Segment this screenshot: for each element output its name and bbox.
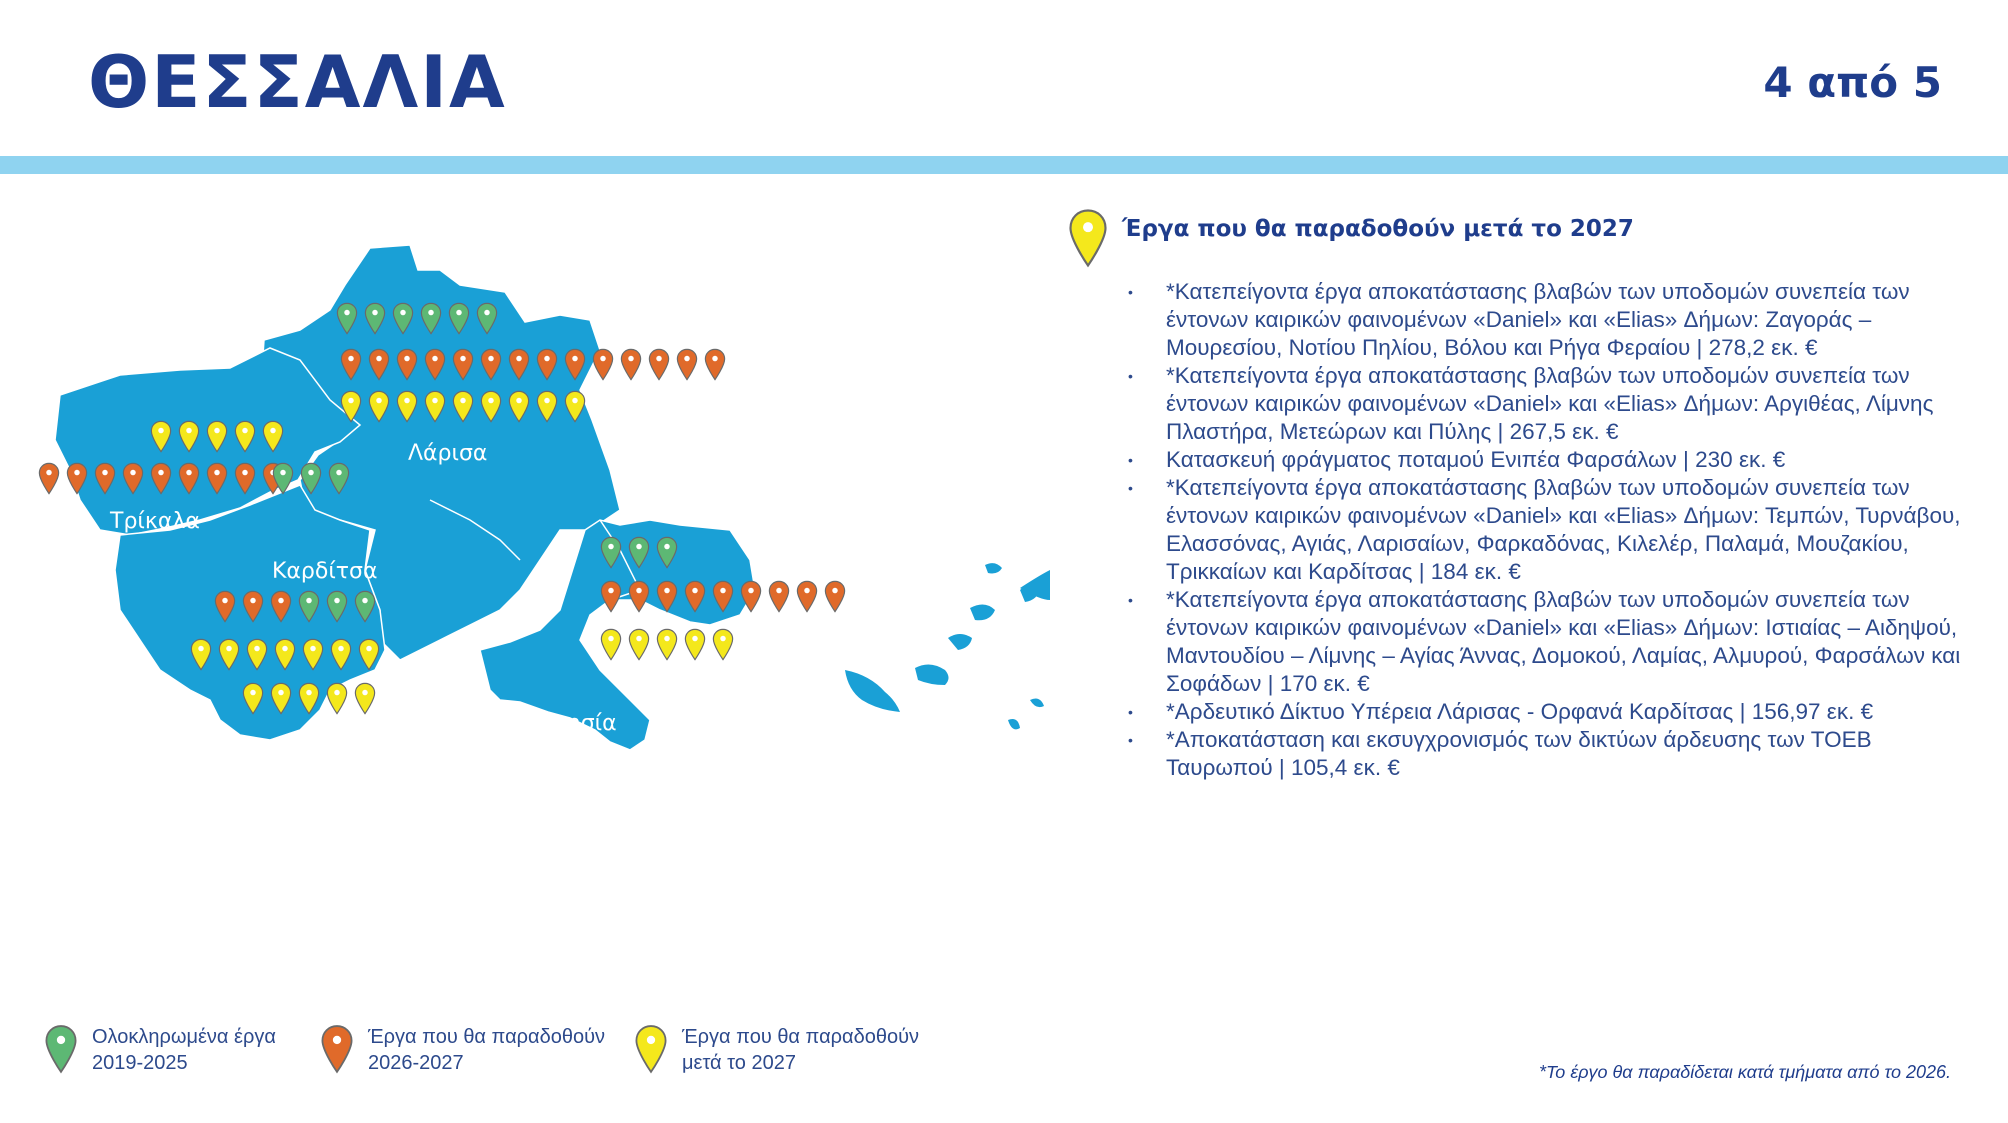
project-item: *Κατεπείγοντα έργα αποκατάστασης βλαβών … (1068, 362, 1968, 446)
map-pin-icon (327, 683, 346, 713)
project-item: *Κατεπείγοντα έργα αποκατάστασης βλαβών … (1068, 474, 1968, 586)
map-pin-icon (601, 629, 620, 659)
yellow-map-pin-icon (1068, 208, 1108, 268)
green-map-pin-icon (44, 1024, 78, 1074)
legend-label: 2019-2025 (92, 1052, 188, 1074)
map-pin-icon (629, 629, 648, 659)
footnote: *Το έργο θα παραδίδεται κατά τμήματα από… (1538, 1062, 1951, 1082)
header-divider-band (0, 156, 2008, 174)
orange-map-pin-icon (320, 1024, 354, 1074)
map-pin-icon (713, 629, 732, 659)
legend-label: Έργα που θα παραδοθούν (682, 1026, 920, 1048)
legend-completed: Ολοκληρωμένα έργα 2019-2025 (44, 1024, 276, 1076)
map-pin-icon (685, 629, 704, 659)
map-pin-icon (769, 581, 788, 611)
map-pin-icon (355, 683, 374, 713)
thessaly-map: Λάρισα Τρίκαλα Καρδίτσα Μαγνησία (0, 244, 1050, 751)
region-label-trikala: Τρίκαλα (109, 509, 200, 534)
projects-list: *Κατεπείγοντα έργα αποκατάστασης βλαβών … (1068, 278, 1968, 782)
legend-label: 2026-2027 (368, 1052, 464, 1074)
map-pin-icon (825, 581, 844, 611)
map-pin-icon (677, 349, 696, 379)
project-item: Κατασκευή φράγματος ποταμού Ενιπέα Φαρσά… (1068, 446, 1968, 474)
map-pin-icon (705, 349, 724, 379)
aegean-islands (845, 563, 1050, 730)
projects-panel: Έργα που θα παραδοθούν μετά το 2027 *Κατ… (1068, 208, 1968, 782)
region-borders (429, 499, 642, 601)
project-item: *Αρδευτικό Δίκτυο Υπέρεια Λάρισας - Ορφα… (1068, 698, 1968, 726)
legend-label: μετά το 2027 (682, 1052, 796, 1074)
legend-after-2027: Έργα που θα παραδοθούν μετά το 2027 (634, 1024, 919, 1076)
legend-label: Έργα που θα παραδοθούν (368, 1026, 606, 1048)
map-pin-icon (629, 581, 648, 611)
project-item: *Κατεπείγοντα έργα αποκατάστασης βλαβών … (1068, 278, 1968, 362)
panel-title: Έργα που θα παραδοθούν μετά το 2027 (1122, 216, 1634, 242)
map-pin-icon (657, 629, 676, 659)
yellow-map-pin-icon (634, 1024, 668, 1074)
map-pin-icon (797, 581, 816, 611)
page-indicator: 4 από 5 (1763, 58, 1942, 107)
region-label-larisa: Λάρισα (408, 441, 487, 466)
region-label-magnesia: Μαγνησία (508, 711, 617, 736)
map-pin-icon (649, 349, 668, 379)
legend-label: Ολοκληρωμένα έργα (92, 1026, 276, 1048)
map-pin-icon (601, 581, 620, 611)
page-title: ΘΕΣΣΑΛΙΑ (88, 40, 507, 124)
region-label-karditsa: Καρδίτσα (272, 559, 378, 584)
project-item: *Κατεπείγοντα έργα αποκατάστασης βλαβών … (1068, 586, 1968, 698)
legend-2026-2027: Έργα που θα παραδοθούν 2026-2027 (320, 1024, 605, 1076)
map-pin-icon (621, 349, 640, 379)
map-pin-icon (593, 349, 612, 379)
project-item: *Αποκατάσταση και εκσυγχρονισμός των δικ… (1068, 726, 1968, 782)
map-pin-icon (39, 463, 58, 493)
